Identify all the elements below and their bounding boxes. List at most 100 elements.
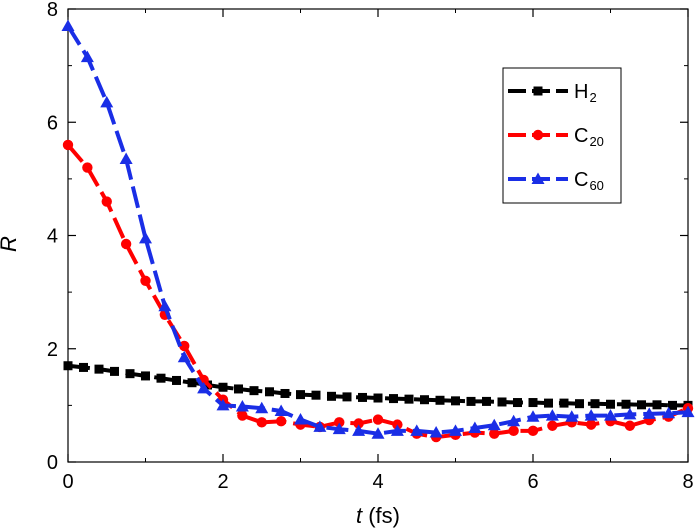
data-point — [218, 382, 228, 392]
x-tick-label: 4 — [372, 471, 383, 493]
legend-item: H2 — [508, 81, 597, 105]
data-point — [280, 388, 290, 398]
data-point — [575, 399, 584, 409]
data-point — [61, 19, 75, 31]
data-point — [237, 410, 248, 421]
x-tick-label: 8 — [682, 471, 693, 493]
series-layer — [61, 19, 695, 443]
data-point — [327, 391, 336, 401]
x-axis-unit: (fs) — [362, 503, 400, 528]
data-point — [358, 392, 367, 402]
data-point — [435, 395, 445, 405]
data-point — [372, 414, 384, 425]
data-point — [352, 424, 366, 436]
legend-marker — [531, 172, 545, 184]
data-point — [94, 364, 104, 374]
data-point — [235, 400, 249, 412]
series-line — [66, 143, 689, 440]
data-point — [489, 428, 500, 439]
axis-ticks: 0 2 4 6 8 0 2 4 6 8 — [47, 0, 694, 493]
data-point — [526, 410, 540, 422]
legend-item: C20 — [508, 125, 604, 149]
data-point — [373, 393, 383, 403]
data-point — [606, 399, 615, 409]
data-point — [371, 427, 385, 439]
y-tick-label: 6 — [47, 112, 58, 134]
data-point — [637, 400, 646, 410]
data-point — [187, 378, 197, 388]
data-point — [468, 421, 482, 434]
data-point — [390, 424, 404, 436]
data-point — [565, 410, 579, 422]
data-point — [172, 375, 181, 385]
y-tick-label: 2 — [47, 339, 58, 361]
data-point — [353, 418, 364, 429]
data-point — [547, 420, 558, 431]
data-point — [508, 425, 519, 437]
x-tick-label: 0 — [62, 471, 73, 493]
data-point — [82, 162, 93, 173]
data-point — [466, 396, 476, 406]
data-point — [119, 152, 133, 165]
data-point — [404, 394, 414, 404]
series-c20 — [62, 139, 694, 443]
y-axis-title: R — [0, 236, 21, 252]
data-point — [332, 422, 346, 435]
x-tick-label: 6 — [527, 471, 538, 493]
data-point — [110, 366, 119, 376]
y-tick-label: 0 — [47, 452, 58, 474]
data-point — [234, 384, 243, 394]
y-tick-label: 4 — [47, 226, 58, 248]
data-point — [528, 398, 538, 408]
data-point — [156, 373, 166, 383]
y-tick-label: 8 — [47, 0, 58, 21]
data-point — [63, 361, 73, 371]
data-point — [487, 418, 501, 431]
data-point — [125, 369, 135, 379]
data-point — [141, 371, 150, 381]
legend: H2 C20 C60 — [502, 67, 622, 204]
data-point — [255, 401, 269, 414]
legend-item: C60 — [508, 169, 604, 193]
data-point — [275, 416, 287, 427]
data-point — [100, 95, 114, 108]
data-point — [249, 386, 259, 396]
data-point — [140, 275, 151, 286]
data-point — [497, 397, 507, 407]
data-point — [507, 414, 521, 427]
data-point — [177, 350, 191, 363]
data-point — [296, 390, 305, 400]
data-point — [451, 396, 460, 406]
data-point — [584, 409, 598, 421]
data-point — [256, 417, 267, 428]
data-point — [585, 419, 597, 430]
x-axis-variable: t — [356, 503, 363, 528]
data-point — [158, 299, 172, 312]
data-point — [621, 399, 631, 409]
data-point — [527, 425, 539, 437]
data-point — [604, 409, 617, 421]
data-point — [197, 381, 211, 394]
data-point — [410, 424, 424, 436]
data-point — [482, 396, 491, 406]
data-point — [334, 417, 345, 428]
data-point — [623, 407, 637, 420]
data-point — [342, 392, 352, 402]
data-point — [652, 400, 662, 410]
data-point — [216, 398, 230, 411]
legend-label: H2 — [574, 81, 597, 105]
series-c60 — [61, 19, 695, 439]
data-point — [420, 395, 429, 405]
data-point — [544, 398, 553, 408]
data-point — [265, 387, 274, 397]
data-point — [274, 404, 288, 417]
data-point — [179, 340, 190, 352]
legend-marker — [533, 86, 543, 96]
data-point — [681, 405, 695, 418]
data-point — [590, 399, 600, 409]
data-point — [313, 420, 327, 432]
data-point — [668, 400, 677, 410]
data-point — [120, 238, 132, 250]
data-point — [294, 413, 307, 425]
